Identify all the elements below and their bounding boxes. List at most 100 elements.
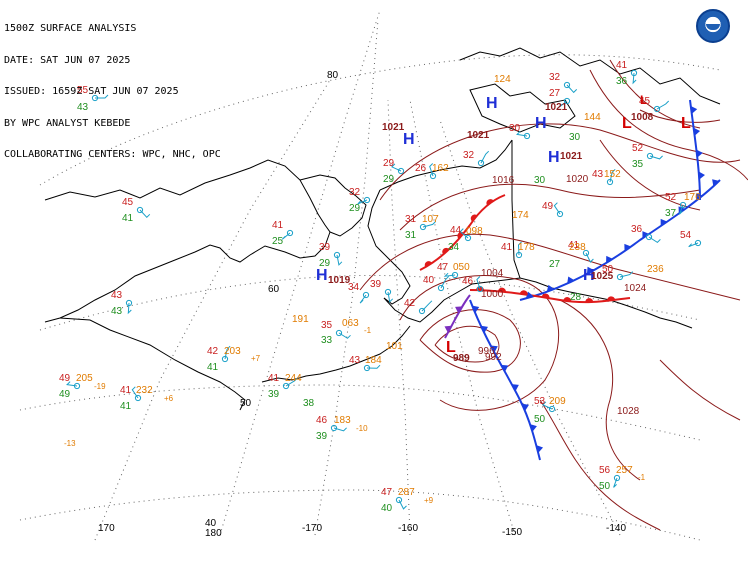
isobar-label: 1020 bbox=[566, 174, 589, 185]
station-plots bbox=[66, 69, 702, 510]
station-temp: 44 bbox=[450, 225, 462, 236]
wind-barb bbox=[459, 228, 469, 239]
stationary-front-line bbox=[689, 99, 701, 201]
high-center-symbol: H bbox=[548, 149, 560, 166]
warm-front-semicircle bbox=[442, 247, 450, 255]
station-dewpoint: 29 bbox=[349, 203, 361, 214]
station-temp: 42 bbox=[207, 346, 219, 357]
wind-barb bbox=[609, 168, 616, 183]
wind-barb bbox=[516, 131, 528, 137]
wind-barb bbox=[359, 294, 367, 304]
cold-front-triangle bbox=[693, 127, 701, 136]
canada-arctic bbox=[459, 47, 721, 105]
station-pressure: 176 bbox=[684, 192, 701, 203]
station-pressure: 107 bbox=[422, 214, 439, 225]
aleutians bbox=[261, 325, 411, 383]
station-circle bbox=[282, 382, 290, 390]
station-pressure: 101 bbox=[386, 341, 403, 352]
low-center-symbol: L bbox=[622, 115, 632, 132]
low-center-value: 1008 bbox=[631, 112, 654, 123]
cold-front-triangle bbox=[690, 105, 698, 114]
high-center-value: 1019 bbox=[328, 275, 351, 286]
wind-barb bbox=[139, 209, 151, 219]
station-circle bbox=[419, 223, 427, 231]
warm-front-semicircle bbox=[424, 261, 433, 268]
wind-barb bbox=[649, 155, 663, 160]
station-circle bbox=[286, 229, 294, 237]
cold-front-triangle bbox=[529, 424, 537, 432]
pressure-tendency: -1 bbox=[638, 473, 646, 482]
cold-front-triangle bbox=[698, 171, 705, 180]
wind-barb bbox=[553, 202, 561, 215]
station-circle bbox=[476, 285, 484, 293]
high-center-value: 1021 bbox=[467, 130, 490, 141]
station-pressure: 144 bbox=[584, 112, 601, 123]
warm-front-semicircle bbox=[563, 297, 572, 302]
cold-front-triangle bbox=[567, 276, 575, 284]
isobars bbox=[359, 59, 748, 531]
wind-barb bbox=[336, 254, 343, 266]
station-temp: 43 bbox=[111, 290, 123, 301]
wind-barb bbox=[656, 100, 670, 110]
cold-front-triangle bbox=[536, 445, 544, 453]
station-temp: 52 bbox=[632, 143, 644, 154]
station-temp: 41 bbox=[501, 242, 513, 253]
pressure-tendency: -13 bbox=[64, 439, 76, 448]
wind-barb bbox=[366, 364, 381, 369]
warm-front-semicircle bbox=[519, 290, 528, 295]
wind-barb bbox=[517, 241, 522, 256]
station-dewpoint: 27 bbox=[549, 259, 561, 270]
wind-barb bbox=[480, 150, 490, 164]
station-circle bbox=[582, 249, 590, 257]
station-circle bbox=[363, 196, 371, 204]
wind-barb bbox=[688, 242, 699, 248]
cold-front-triangle bbox=[480, 325, 488, 334]
pressure-centers: H 1021 H 1021 H 1021 H 1019 H 1025 H 102… bbox=[316, 93, 691, 364]
station-dewpoint: 31 bbox=[405, 230, 417, 241]
low-center-value: 989 bbox=[453, 353, 470, 364]
station-dewpoint: 37 bbox=[665, 208, 677, 219]
station-pressure: 063 bbox=[342, 318, 359, 329]
station-temp: 39 bbox=[319, 242, 331, 253]
station-pressure: 203 bbox=[224, 346, 241, 357]
cold-front-triangle bbox=[525, 291, 534, 299]
station-temp: 29 bbox=[383, 158, 395, 169]
occluded-front-symbol bbox=[455, 306, 463, 314]
station-dewpoint: 41 bbox=[120, 401, 132, 412]
noaa-logo-icon bbox=[696, 9, 730, 43]
station-circle bbox=[694, 239, 702, 247]
station-temp: 36 bbox=[631, 224, 643, 235]
station-dewpoint: 41 bbox=[207, 362, 219, 373]
station-pressure: 184 bbox=[365, 355, 382, 366]
high-center-symbol: H bbox=[316, 267, 328, 284]
wind-barb bbox=[632, 72, 637, 85]
station-tendencies: -19 +6 +7 -10 +9 -1 -13 -1 bbox=[64, 326, 646, 505]
lon-label-minus-140: -140 bbox=[606, 523, 626, 534]
alaska-north bbox=[379, 139, 513, 191]
cold-front-triangle bbox=[546, 284, 555, 292]
station-dewpoint: 49 bbox=[59, 389, 71, 400]
station-dewpoint: 41 bbox=[122, 213, 134, 224]
cold-front-triangle bbox=[624, 243, 632, 252]
station-temp: 32 bbox=[463, 150, 475, 161]
station-temp: 47 bbox=[437, 262, 449, 273]
siberia-coast bbox=[44, 159, 331, 323]
lon-label-170: 170 bbox=[98, 523, 115, 534]
station-dewpoint: 29 bbox=[383, 174, 395, 185]
warm-front-semicircle bbox=[541, 293, 550, 299]
station-dewpoint: 35 bbox=[632, 159, 644, 170]
wind-barb bbox=[66, 381, 78, 387]
station-pressure: 162 bbox=[432, 163, 449, 174]
station-dewpoint: 29 bbox=[319, 258, 331, 269]
station-circle bbox=[418, 307, 426, 315]
station-pressures: 205 232 203 244 183 287 257 191 162 174 … bbox=[76, 74, 701, 498]
cold-front-triangle bbox=[696, 149, 703, 158]
header-analyst: BY WPC ANALYST KEBEDE bbox=[4, 117, 131, 129]
cold-front-triangle bbox=[511, 384, 519, 392]
station-dewpoint: 33 bbox=[321, 335, 333, 346]
station-temp: 43 bbox=[349, 355, 361, 366]
station-circle bbox=[563, 97, 571, 105]
cold-front-triangle bbox=[642, 231, 650, 239]
wind-barb bbox=[440, 275, 450, 289]
